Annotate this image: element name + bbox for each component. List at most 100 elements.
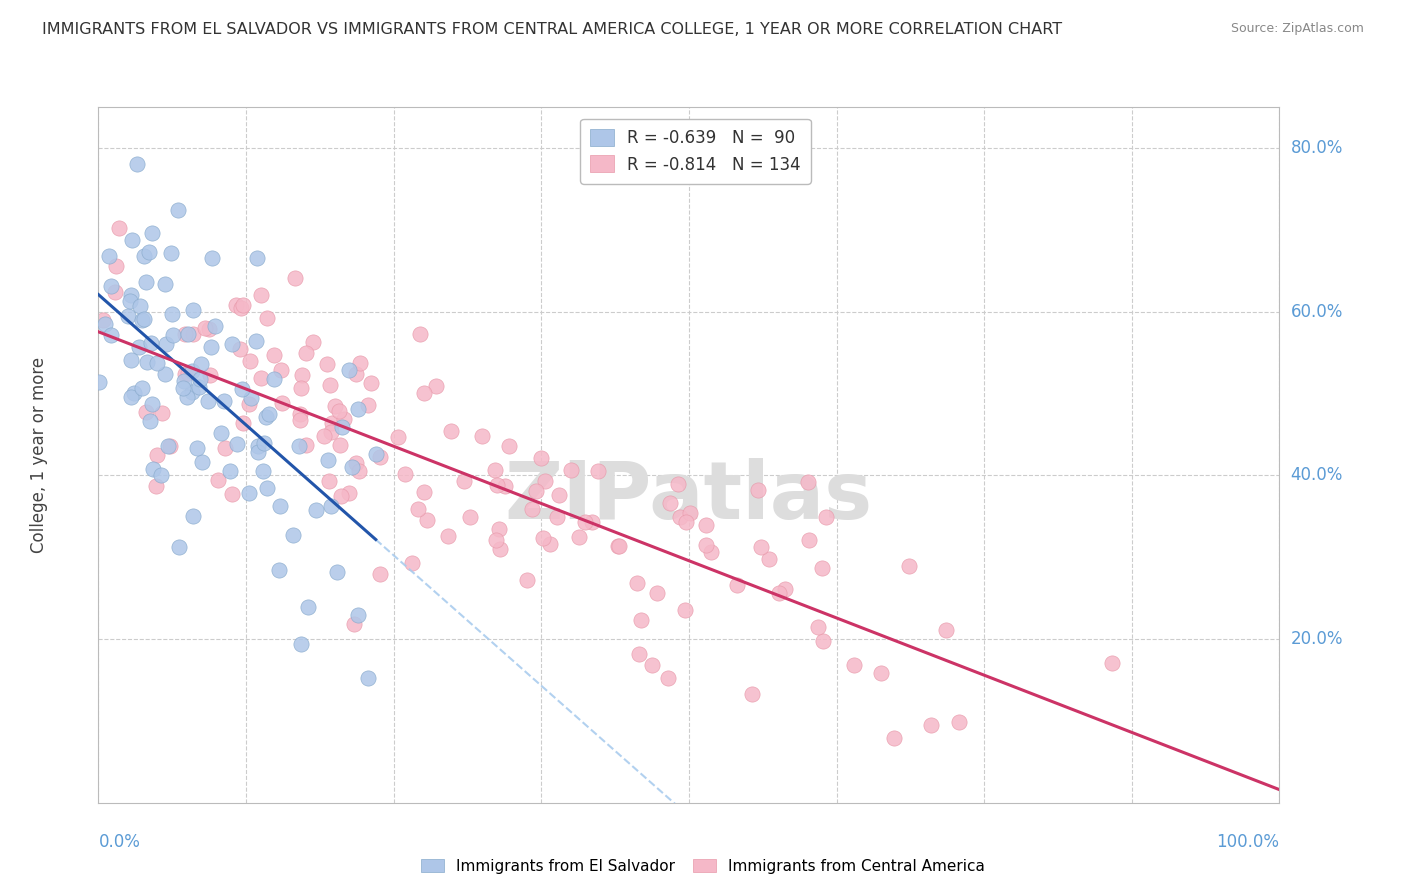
Point <box>520 502 543 516</box>
Point <box>290 381 312 395</box>
Point <box>318 453 340 467</box>
Point <box>883 731 905 746</box>
Point <box>138 245 160 260</box>
Point <box>337 363 360 377</box>
Point <box>191 455 214 469</box>
Point <box>657 671 679 685</box>
Point <box>796 475 818 489</box>
Point <box>209 425 232 440</box>
Point <box>305 503 328 517</box>
Point <box>263 372 285 386</box>
Point <box>290 637 312 651</box>
Point <box>135 355 157 369</box>
Point <box>246 439 269 453</box>
Point <box>180 364 202 378</box>
Point <box>328 404 350 418</box>
Point <box>349 464 371 478</box>
Point <box>645 586 668 600</box>
Point <box>360 376 382 391</box>
Point <box>516 573 538 587</box>
Point <box>120 288 142 302</box>
Text: ZIPatlas: ZIPatlas <box>505 458 873 536</box>
Point <box>458 510 481 524</box>
Point <box>658 496 681 510</box>
Point <box>160 246 183 260</box>
Point <box>281 528 304 542</box>
Point <box>270 363 292 377</box>
Point <box>524 483 547 498</box>
Point <box>768 586 790 600</box>
Point <box>256 310 278 325</box>
Point <box>321 425 343 439</box>
Point <box>155 337 177 351</box>
Point <box>325 399 347 413</box>
Point <box>1101 656 1123 670</box>
Point <box>167 540 190 554</box>
Point <box>232 297 254 311</box>
Point <box>146 448 169 462</box>
Point <box>238 486 260 500</box>
Point <box>318 474 340 488</box>
Point <box>190 357 212 371</box>
Point <box>173 375 195 389</box>
Point <box>546 510 568 524</box>
Point <box>229 301 252 316</box>
Point <box>581 515 603 529</box>
Point <box>157 439 180 453</box>
Point <box>190 372 212 386</box>
Point <box>347 607 370 622</box>
Point <box>150 468 173 483</box>
Point <box>471 429 494 443</box>
Point <box>181 327 204 342</box>
Point <box>239 354 262 368</box>
Point <box>132 312 155 326</box>
Point <box>700 545 723 559</box>
Point <box>412 386 434 401</box>
Point <box>91 313 114 327</box>
Point <box>141 397 163 411</box>
Point <box>679 506 702 520</box>
Point <box>183 303 205 318</box>
Point <box>534 474 557 488</box>
Point <box>269 563 291 577</box>
Point <box>349 356 371 370</box>
Point <box>128 340 150 354</box>
Point <box>387 430 409 444</box>
Point <box>128 299 150 313</box>
Point <box>568 530 591 544</box>
Point <box>394 467 416 482</box>
Point <box>200 251 222 265</box>
Point <box>368 566 391 581</box>
Point <box>484 463 506 477</box>
Point <box>174 326 197 341</box>
Point <box>406 502 429 516</box>
Point <box>695 538 717 552</box>
Point <box>530 450 553 465</box>
Point <box>920 718 942 732</box>
Point <box>316 357 339 371</box>
Point <box>121 233 143 247</box>
Text: 0.0%: 0.0% <box>98 833 141 851</box>
Point <box>167 203 190 218</box>
Point <box>108 221 131 235</box>
Point <box>219 463 242 477</box>
Point <box>221 337 243 351</box>
Point <box>153 367 176 381</box>
Point <box>254 409 277 424</box>
Point <box>440 424 463 438</box>
Point <box>725 578 748 592</box>
Point <box>174 367 197 381</box>
Text: 20.0%: 20.0% <box>1291 630 1343 648</box>
Point <box>159 439 181 453</box>
Point <box>814 510 837 524</box>
Point <box>176 366 198 380</box>
Point <box>488 522 510 536</box>
Point <box>100 279 122 293</box>
Point <box>284 270 307 285</box>
Point <box>607 539 630 553</box>
Point <box>105 260 128 274</box>
Point <box>263 348 285 362</box>
Point <box>799 533 821 548</box>
Point <box>120 391 142 405</box>
Point <box>131 313 153 327</box>
